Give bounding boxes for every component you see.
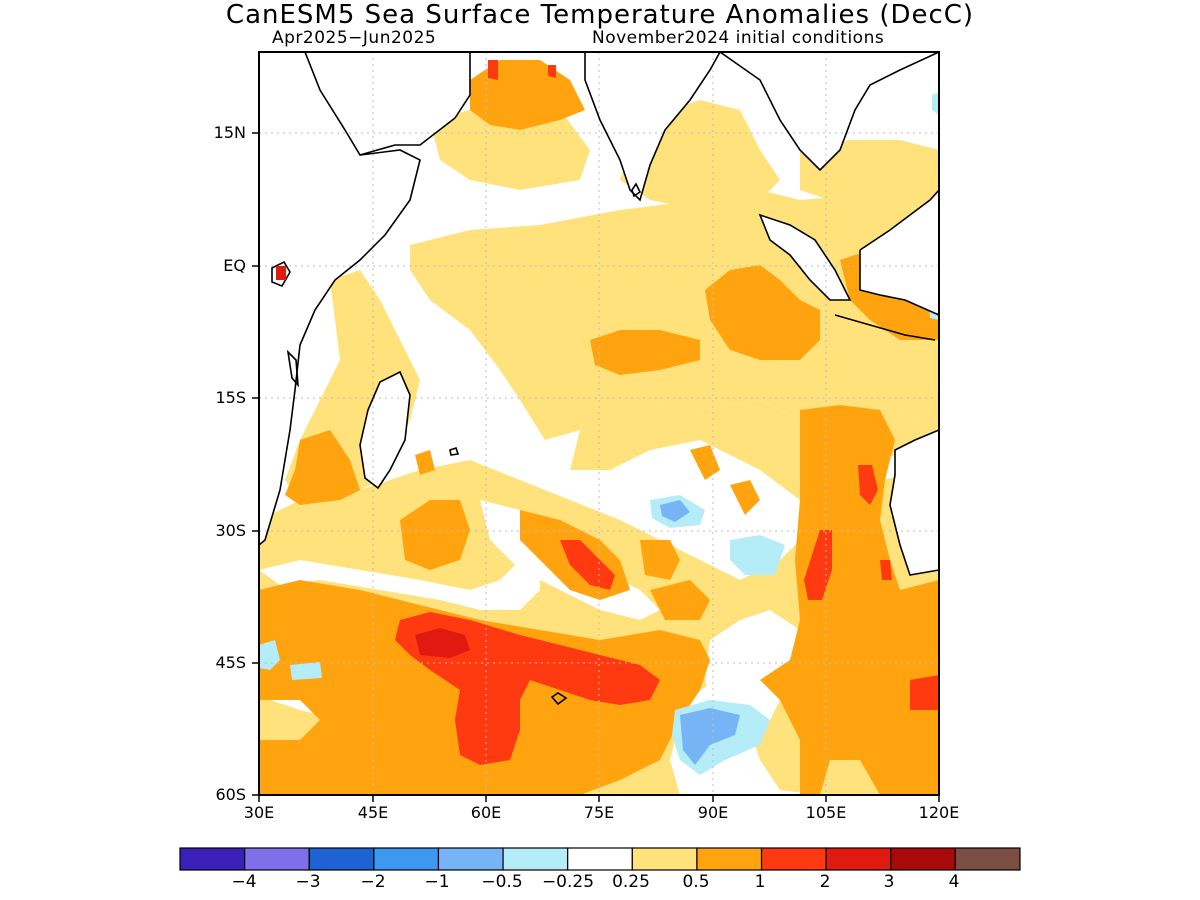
lon-label: 75E (583, 803, 615, 822)
colorbar-label: −0.5 (481, 872, 523, 892)
colorbar-swatch (631, 847, 698, 871)
colorbar-swatch (760, 847, 827, 871)
lat-label: 45S (215, 653, 246, 672)
land-mask (259, 52, 939, 575)
colorbar-label: −1 (424, 872, 450, 892)
colorbar-label: −3 (295, 872, 321, 892)
colorbar-swatch (954, 847, 1021, 871)
colorbar-swatch (308, 847, 375, 871)
anomaly-fields (259, 60, 939, 795)
colorbar-swatch (567, 847, 633, 871)
coastlines (259, 52, 939, 706)
lon-label: 120E (918, 803, 960, 822)
colorbar (179, 847, 1021, 871)
colorbar-label: −0.25 (541, 872, 595, 892)
map-title: CanESM5 Sea Surface Temperature Anomalie… (225, 0, 975, 30)
colorbar-label: 0.25 (612, 872, 650, 892)
colorbar-swatch (179, 847, 246, 871)
colorbar-label: −4 (231, 872, 257, 892)
lat-label: 15S (215, 388, 246, 407)
colorbar-swatch (825, 847, 892, 871)
lon-label: 30E (243, 803, 275, 822)
colorbar-swatch (244, 847, 310, 871)
colorbar-label: 3 (883, 872, 895, 892)
lat-label: 60S (215, 785, 246, 804)
lon-label: 90E (697, 803, 729, 822)
colorbar-swatch (696, 847, 763, 871)
colorbar-label: 0.5 (682, 872, 710, 892)
season-label: Apr2025−Jun2025 (272, 28, 437, 48)
colorbar-swatch (437, 847, 504, 871)
map-grid (259, 52, 939, 795)
colorbar-label: −2 (360, 872, 386, 892)
lat-label: 15N (213, 123, 246, 142)
colorbar-label: 1 (754, 872, 766, 892)
colorbar-swatch (373, 847, 440, 871)
axis-ticks (252, 132, 940, 802)
island-anomaly (276, 266, 286, 280)
anomaly-minus-0.5-1 (660, 500, 740, 765)
colorbar-swatch (502, 847, 569, 871)
lat-label: 30S (215, 521, 246, 540)
colorbar-label: 4 (948, 872, 960, 892)
lon-label: 60E (470, 803, 502, 822)
initial-conditions-label: November2024 initial conditions (592, 28, 885, 48)
lon-label: 45E (357, 803, 389, 822)
colorbar-swatch (890, 847, 956, 871)
colorbar-label: 2 (819, 872, 831, 892)
lon-label: 105E (805, 803, 847, 822)
anomaly-2-3 (415, 628, 470, 658)
lat-label: EQ (223, 256, 246, 275)
